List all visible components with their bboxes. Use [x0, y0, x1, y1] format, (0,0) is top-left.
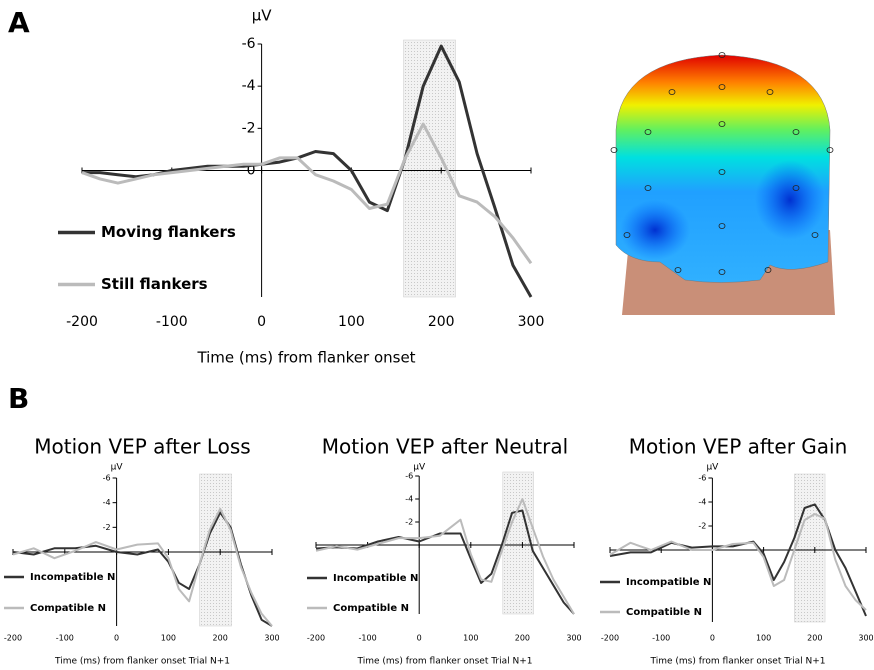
x-tick-label: 100 [338, 314, 365, 330]
panel-label: B [8, 382, 29, 415]
y-tick-label: -6 [405, 472, 413, 481]
y-tick-label: -2 [242, 120, 256, 136]
x-tick-label: -200 [66, 314, 98, 330]
y-tick-label: -4 [698, 498, 706, 507]
y-tick-label: -2 [698, 522, 706, 531]
chart-title: Motion VEP after Neutral [322, 435, 568, 459]
y-tick-label: -4 [103, 498, 111, 507]
x-tick-label: 200 [807, 634, 822, 643]
head-topography [610, 52, 835, 315]
series-line [315, 509, 575, 615]
x-tick-label: -100 [652, 634, 670, 643]
chart-title: Motion VEP after Loss [34, 435, 250, 459]
x-tick-label: 0 [257, 314, 266, 330]
legend-label: Incompatible N [626, 577, 711, 588]
y-tick-label: 0 [247, 163, 256, 179]
y-tick-label: -6 [242, 36, 256, 52]
series-line [315, 498, 575, 615]
series-line [609, 503, 867, 617]
x-tick-label: 0 [417, 634, 422, 643]
x-tick-label: -200 [601, 634, 619, 643]
legend-label: Compatible N [626, 607, 702, 618]
y-tick-label: -2 [405, 518, 413, 527]
x-tick-label: 300 [264, 634, 279, 643]
y-axis-label: μV [706, 463, 719, 473]
chart: -6 -4 -2 -200 -100 0 100 200 300 μV Time (ms) from… [600, 435, 874, 667]
legend-label: Still flankers [101, 275, 208, 293]
x-tick-label: 200 [428, 314, 455, 330]
chart: -6 -4 -2 0 -200 -100 0 100 200 300 μV Time (ms) fro… [8, 6, 544, 367]
shaded-window [502, 471, 535, 615]
x-tick-label: -100 [56, 634, 74, 643]
chart-title: Motion VEP after Gain [629, 435, 848, 459]
x-axis-label: Time (ms) from flanker onset [196, 349, 415, 367]
y-tick-label: -6 [698, 474, 706, 483]
legend-label: Compatible N [333, 603, 409, 614]
x-tick-label: 200 [213, 634, 228, 643]
x-tick-label: -100 [359, 634, 377, 643]
chart: -6 -4 -2 -200 -100 0 100 200 300 μV Time (ms) from… [307, 435, 582, 667]
y-axis-label: μV [252, 7, 273, 25]
x-axis-label: Time (ms) from flanker onset Trial N+1 [54, 657, 230, 667]
panel-label: A [8, 6, 30, 39]
series-line [609, 513, 867, 611]
y-axis-label: μV [111, 463, 124, 473]
shaded-window [794, 473, 826, 623]
legend-label: Incompatible N [30, 572, 115, 583]
series-line [12, 507, 273, 627]
x-tick-label: 300 [566, 634, 581, 643]
legend-label: Incompatible N [333, 573, 418, 584]
y-axis-label: μV [413, 463, 426, 473]
x-tick-label: -100 [156, 314, 188, 330]
x-tick-label: 200 [515, 634, 530, 643]
x-tick-label: 0 [114, 634, 119, 643]
legend-label: Moving flankers [101, 223, 236, 241]
x-tick-label: 100 [161, 634, 176, 643]
series-line [81, 122, 533, 265]
x-tick-label: 100 [756, 634, 771, 643]
x-tick-label: -200 [307, 634, 325, 643]
y-tick-label: -4 [405, 495, 413, 504]
series-line [82, 44, 533, 298]
x-tick-label: 300 [858, 634, 873, 643]
y-tick-label: -4 [242, 78, 256, 94]
x-tick-label: 100 [463, 634, 478, 643]
y-tick-label: -6 [103, 474, 111, 483]
x-tick-label: -200 [4, 634, 22, 643]
x-axis-label: Time (ms) from flanker onset Trial N+1 [357, 657, 533, 667]
x-tick-label: 0 [710, 634, 715, 643]
legend-label: Compatible N [30, 603, 106, 614]
x-axis-label: Time (ms) from flanker onset Trial N+1 [650, 657, 826, 667]
y-tick-label: -2 [103, 523, 111, 532]
chart: -6 -4 -2 -200 -100 0 100 200 300 μV Time (ms) from… [4, 382, 280, 667]
x-tick-label: 300 [518, 314, 545, 330]
